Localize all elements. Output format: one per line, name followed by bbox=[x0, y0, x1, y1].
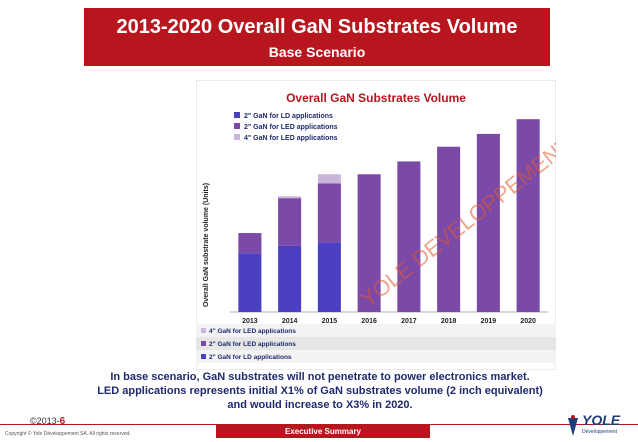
legend-swatch-2 bbox=[234, 134, 240, 140]
table-row-label-2: 2" GaN for LD applications bbox=[209, 354, 292, 361]
caption-line-1: In base scenario, GaN substrates will no… bbox=[110, 371, 530, 383]
logo-text: YOLE bbox=[582, 412, 621, 428]
bar-2018-series-1 bbox=[437, 146, 461, 312]
footer-page-info: ©2013-6 bbox=[30, 416, 65, 427]
yole-logo: YOLE Développement bbox=[566, 412, 634, 440]
bar-2015-series-1 bbox=[317, 183, 341, 243]
legend-label-0: 2" GaN for LD applications bbox=[244, 113, 333, 120]
y-axis-label: Overall GaN substrate volume (Units) bbox=[203, 183, 210, 307]
legend-label-2: 4" GaN for LED applications bbox=[244, 135, 338, 142]
table-row-swatch-1 bbox=[201, 341, 206, 346]
page-number: 6 bbox=[59, 416, 66, 427]
caption: In base scenario, GaN substrates will no… bbox=[60, 370, 580, 412]
bar-2015-series-0 bbox=[317, 242, 341, 312]
slide-subtitle: Base Scenario bbox=[268, 44, 366, 60]
bar-2016-series-1 bbox=[357, 174, 381, 312]
table-row-bg-1 bbox=[196, 337, 556, 350]
legend-label-1: 2" GaN for LED applications bbox=[244, 124, 338, 131]
bar-2014-series-1 bbox=[278, 198, 302, 246]
caption-line-3: and would increase to X3% in 2020. bbox=[227, 399, 413, 411]
x-tick-label-2020: 2020 bbox=[520, 318, 536, 325]
bar-2017-series-1 bbox=[397, 161, 421, 312]
section-label: Executive Summary bbox=[216, 425, 430, 438]
x-tick-label-2018: 2018 bbox=[441, 318, 457, 325]
chart-container: Overall GaN Substrates Volume Overall Ga… bbox=[195, 79, 576, 371]
table-row-bg-2 bbox=[196, 350, 556, 363]
table-row-label-1: 2" GaN for LED applications bbox=[209, 341, 296, 348]
table-row-bg-0 bbox=[196, 324, 556, 337]
legend-swatch-0 bbox=[234, 112, 240, 118]
copyright-text: Copyright © Yole Développement SA. All r… bbox=[5, 431, 131, 437]
bar-2013-series-1 bbox=[238, 233, 262, 254]
caption-line-2: LED applications represents initial X1% … bbox=[97, 385, 543, 397]
bar-2014-series-2 bbox=[278, 196, 302, 199]
x-tick-label-2014: 2014 bbox=[282, 318, 298, 325]
bar-2013-series-0 bbox=[238, 253, 262, 312]
x-tick-label-2013: 2013 bbox=[242, 318, 258, 325]
slide-title: 2013-2020 Overall GaN Substrates Volume bbox=[116, 16, 518, 38]
x-tick-label-2015: 2015 bbox=[322, 318, 338, 325]
stacked-bar-chart: Overall GaN Substrates Volume Overall Ga… bbox=[195, 79, 576, 371]
footer-divider bbox=[0, 424, 638, 425]
chart-title: Overall GaN Substrates Volume bbox=[286, 91, 466, 105]
legend-swatch-1 bbox=[234, 123, 240, 129]
bar-2020-series-1 bbox=[516, 119, 540, 312]
table-row-label-0: 4" GaN for LED applications bbox=[209, 328, 296, 335]
logo-mark-icon bbox=[568, 415, 578, 436]
footer-copyright-prefix: ©2013- bbox=[30, 416, 60, 426]
bar-2019-series-1 bbox=[476, 133, 500, 312]
x-tick-label-2017: 2017 bbox=[401, 318, 417, 325]
x-tick-label-2016: 2016 bbox=[361, 318, 377, 325]
table-row-swatch-2 bbox=[201, 354, 206, 359]
bar-2015-series-2 bbox=[317, 174, 341, 184]
logo-subtext: Développement bbox=[582, 429, 618, 435]
title-banner: 2013-2020 Overall GaN Substrates Volume … bbox=[84, 8, 550, 66]
table-row-swatch-0 bbox=[201, 328, 206, 333]
bar-2014-series-0 bbox=[278, 245, 302, 312]
x-tick-label-2019: 2019 bbox=[481, 318, 497, 325]
